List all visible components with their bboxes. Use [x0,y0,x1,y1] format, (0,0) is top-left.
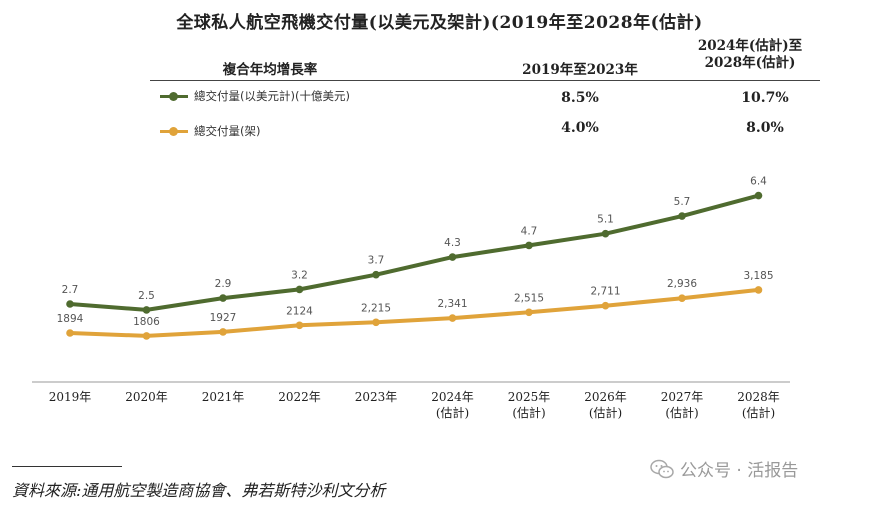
series-0-point-1 [142,306,151,314]
series-0-label-2: 2.9 [215,278,232,290]
x-tick-label-5-line2: (估計) [436,405,469,420]
series-0-label-9: 6.4 [750,176,767,188]
series-0-point-3 [295,285,304,294]
period1-header: 2019年至2023年 [522,62,638,78]
series-1-point-0 [66,329,74,337]
period2-header: 2024年(估計)至 2028年(估計) [680,38,820,72]
series-line-0 [69,193,760,312]
series-1-label-1: 1806 [133,316,160,328]
series-0-label-0: 2.7 [62,284,79,296]
series-1-label-2: 1927 [210,312,237,324]
x-tick-label-9-line2: (估計) [742,405,775,420]
series-0-label-6: 4.7 [521,225,538,237]
source-note: 資料來源:通用航空製造商協會、弗若斯特沙利文分析 [12,481,386,500]
series-1-point-9 [754,286,763,294]
series-line-1 [69,287,759,338]
series-1-point-1 [142,332,151,340]
series-0-point-7 [601,229,610,238]
cagr-header: 複合年均增長率 [222,62,318,78]
series-0-point-8 [678,212,686,220]
x-tick-label-8: 2027年 [661,390,704,404]
x-tick-label-4: 2023年 [355,390,398,404]
x-tick-label-8-line2: (估計) [665,405,698,420]
series-1-label-6: 2,515 [514,292,544,304]
series-0-point-5 [448,253,457,261]
series-1-label-4: 2,215 [361,302,391,314]
series-0-point-6 [525,241,533,250]
series-1-point-8 [678,294,686,303]
wechat-icon [650,459,674,478]
x-tick-label-9: 2028年 [737,390,780,404]
series-0-label-1: 2.5 [138,290,155,302]
series-0-label-4: 3.7 [368,255,385,267]
series-0-label-3: 3.2 [291,269,308,281]
x-tick-label-6: 2025年 [508,390,551,404]
cagr-usd-period2: 10.7% [741,90,789,106]
watermark: 公众号 · 活报告 [650,456,798,481]
x-tick-label-1: 2020年 [125,390,168,404]
legend-label-usd: 總交付量(以美元計)(十億美元) [194,89,350,103]
series-1-label-3: 2124 [286,305,313,317]
legend-row-usd: 總交付量(以美元計)(十億美元) [160,87,350,105]
series-1-point-4 [372,318,380,327]
watermark-text: 公众号 · 活报告 [680,461,799,481]
series-1-point-6 [525,308,533,317]
period2-header-line2: 2028年(估計) [704,55,796,71]
series-1-label-5: 2,341 [437,298,467,310]
series-1-label-8: 2,936 [667,278,697,290]
series-0-label-8: 5.7 [674,196,691,208]
x-tick-label-7-line2: (估計) [589,405,622,420]
series-0-point-0 [66,300,74,308]
x-tick-label-2: 2021年 [202,390,245,404]
series-1-point-3 [295,321,304,330]
x-tick-label-6-line2: (估計) [512,405,545,420]
legend-row-units: 總交付量(架) [160,122,260,140]
legend-swatch-usd [160,91,188,101]
period2-header-line1: 2024年(估計)至 [697,38,803,54]
legend-swatch-units [160,126,188,136]
cagr-units-period2: 8.0% [746,120,784,136]
line-chart: 2.7 2.5 2.9 3.2 3.7 4.3 4.7 5.1 5.7 6.4 1894 1806 19… [32,176,790,420]
legend-label-units: 總交付量(架) [194,124,261,138]
chart-title: 全球私人航空飛機交付量(以美元及架計)(2019年至2028年(估計) [176,13,703,33]
series-1-label-7: 2,711 [590,286,620,298]
source-rule [12,466,122,467]
series-1-label-9: 3,185 [743,270,773,282]
x-tick-label-5: 2024年 [431,390,474,404]
series-1-point-5 [448,314,457,322]
x-tick-label-7: 2026年 [584,390,627,404]
series-0-point-4 [372,270,380,279]
cagr-usd-period1: 8.5% [561,90,599,106]
series-1-point-7 [601,301,610,310]
cagr-units-period1: 4.0% [561,120,599,136]
series-0-label-7: 5.1 [597,214,614,226]
series-0-point-9 [754,191,763,200]
series-1-label-0: 1894 [57,313,84,325]
header-rule [150,80,820,81]
x-tick-label-3: 2022年 [278,390,321,404]
series-0-point-2 [219,294,227,302]
series-1-point-2 [219,328,227,336]
series-0-label-5: 4.3 [444,237,461,249]
x-tick-label-0: 2019年 [49,390,92,404]
